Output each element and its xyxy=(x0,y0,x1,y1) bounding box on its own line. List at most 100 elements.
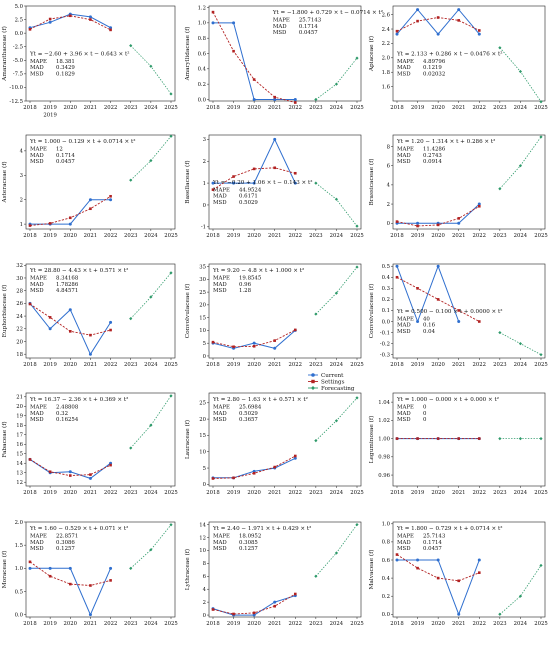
settings-point xyxy=(457,19,461,22)
x-tick-label: 2024 xyxy=(330,105,344,111)
forecasting-line xyxy=(499,47,542,102)
current-point xyxy=(109,26,113,30)
x-tick-label: 2019 xyxy=(411,105,425,111)
forecasting-point xyxy=(518,342,523,346)
chart-panel-13: 2.0 1.5 1.0 0.5 0.0 2018 2019 2020 2021 2022 2023 2… xyxy=(1,520,178,627)
settings-point xyxy=(293,328,297,332)
stat-value-msd: 0.0457 xyxy=(423,546,442,552)
y-tick-label: 5 xyxy=(203,466,206,472)
x-tick-label: 2022 xyxy=(289,362,302,368)
x-tick-label: 2019 xyxy=(43,621,57,627)
settings-point xyxy=(252,471,256,475)
x-tick-label: 2025 xyxy=(164,621,177,627)
stat-value-mape: 25.6984 xyxy=(239,405,262,411)
stat-label-mape: MAPE xyxy=(397,59,414,65)
forecasting-line xyxy=(315,524,358,577)
x-tick-label: 2023 xyxy=(124,362,137,368)
y-tick-label: 1.0 xyxy=(198,21,207,27)
y-tick-label: 4 xyxy=(387,183,391,189)
stat-value-mad: 0.3085 xyxy=(239,540,258,546)
y-tick-label: 0.2 xyxy=(198,82,206,88)
equation-text: Yt = −1.800 + 0.729 × t − 0.0714 × t² xyxy=(272,9,383,16)
settings-point xyxy=(416,566,419,570)
y-tick-label: 8 xyxy=(387,144,391,150)
plot-frame xyxy=(25,134,176,230)
y-tick-label: -10.0 xyxy=(9,85,23,91)
stat-label-msd: MSD xyxy=(213,417,227,423)
settings-point xyxy=(28,28,32,31)
equation-text: Yt = 0.500 − 0.100 × t + 0.0000 × t² xyxy=(396,308,503,315)
x-tick-label: 2020 xyxy=(247,233,261,239)
equation-text: Yt = −0.20 + 1.06 × t − 0.143 × t² xyxy=(212,179,313,186)
forecasting-point xyxy=(498,612,502,616)
settings-point xyxy=(232,612,235,616)
y-tick-label: 19 xyxy=(16,414,23,420)
y-tick-label: 1.6 xyxy=(382,84,391,90)
stat-value-msd: 0.5029 xyxy=(239,200,258,206)
x-tick-label: 2018 xyxy=(390,490,404,496)
x-tick-label: 2021 xyxy=(268,362,281,368)
forecasting-point xyxy=(129,317,133,321)
stat-label-mape: MAPE xyxy=(213,534,230,540)
x-tick-label: 2023 xyxy=(124,233,137,239)
plot-frame xyxy=(392,263,546,359)
equation-text: Yt = 1.000 − 0.000 × t + 0.000 × t² xyxy=(396,396,499,403)
x-tick-label: 2023 xyxy=(124,490,137,496)
forecasting-point xyxy=(169,394,173,398)
current-point xyxy=(232,21,236,25)
current-point xyxy=(273,97,277,101)
x-tick-label: 2019 xyxy=(411,490,425,496)
stat-label-mad: MAD xyxy=(397,65,411,71)
forecasting-point xyxy=(518,69,523,74)
equation-text: Yt = 2.40 − 1.971 × t + 0.429 × t² xyxy=(212,525,311,532)
plot-frame xyxy=(392,5,546,102)
equation-text: Yt = 1.20 − 1.314 × t + 0.286 × t² xyxy=(396,138,495,145)
x-tick-label: 2020 xyxy=(247,362,261,368)
x-tick-label: 2024 xyxy=(144,362,158,368)
settings-point xyxy=(232,345,235,349)
x-tick-label: 2019 xyxy=(43,362,57,368)
current-point xyxy=(232,181,236,185)
y-tick-label: 5.0 xyxy=(15,4,24,10)
settings-point xyxy=(109,463,112,467)
stat-value-msd: 0.02032 xyxy=(423,72,445,78)
y-tick-label: 0.0 xyxy=(382,612,391,618)
stat-label-mad: MAD xyxy=(397,540,411,546)
current-point xyxy=(273,137,277,141)
settings-point xyxy=(395,220,399,223)
stat-label-mape: MAPE xyxy=(397,316,414,322)
forecasting-point xyxy=(149,548,153,552)
stat-value-mad: 0.16 xyxy=(423,323,436,329)
stat-label-mape: MAPE xyxy=(30,276,47,282)
settings-point xyxy=(436,298,440,301)
forecasting-point xyxy=(169,271,173,275)
x-tick-label: 2020 xyxy=(64,621,78,627)
y-tick-label: 25 xyxy=(199,290,206,296)
stat-value-msd: 0.1829 xyxy=(56,72,75,78)
y-tick-label: 0 xyxy=(203,203,207,209)
forecasting-point xyxy=(334,82,339,86)
current-point xyxy=(293,456,297,460)
forecasting-point xyxy=(334,551,339,555)
plot-frame xyxy=(208,392,362,487)
current-point xyxy=(48,327,52,331)
stat-value-mad: 0.5029 xyxy=(239,411,258,417)
x-tick-label: 2022 xyxy=(104,233,117,239)
y-tick-label: 1.0 xyxy=(15,566,24,572)
y-tick-label: -0.3 xyxy=(380,352,390,358)
current-point xyxy=(88,613,92,617)
stat-label-msd: MSD xyxy=(397,329,411,335)
chart-panel-14: 14 12 10 8 6 4 2 0 2018 2019 2020 2021 2022 2023 2024 2… xyxy=(184,521,364,627)
x-tick-label: 2024 xyxy=(514,362,528,368)
stat-label-msd: MSD xyxy=(30,417,44,423)
x-tick-label: 2022 xyxy=(473,490,486,496)
y-tick-label: 0.96 xyxy=(378,473,390,479)
settings-point xyxy=(436,576,440,580)
stat-label-mape: MAPE xyxy=(213,187,230,193)
forecasting-point xyxy=(334,291,339,295)
forecasting-point xyxy=(129,44,133,48)
current-point xyxy=(477,558,481,562)
legend-marker-forecasting xyxy=(311,386,315,390)
x-tick-label: 2025 xyxy=(534,621,547,627)
x-tick-label: 2024 xyxy=(514,490,528,496)
